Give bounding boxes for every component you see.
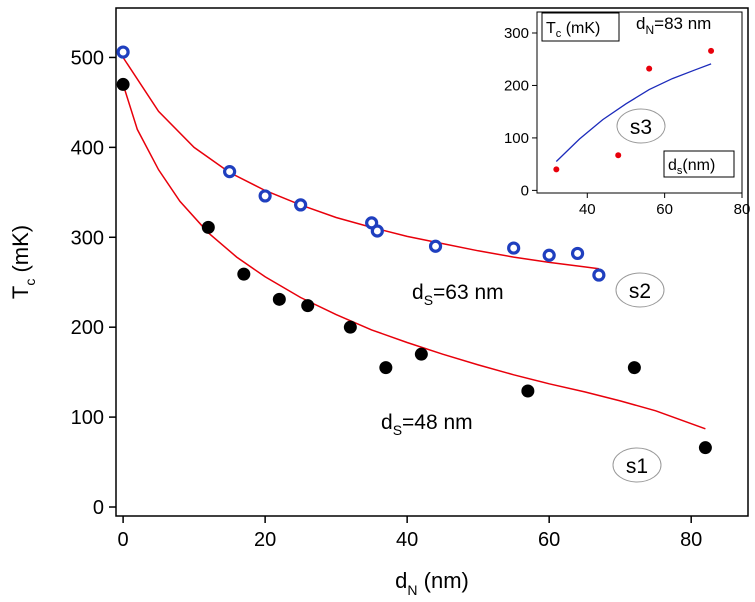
y-tick-label: 500 xyxy=(71,47,104,69)
data-point-s2 xyxy=(428,239,443,253)
inset-data-point xyxy=(708,47,715,54)
y-axis-title-sub: c xyxy=(22,279,38,286)
inset-x-title-sub: s xyxy=(677,165,683,177)
fit-curve-s1 xyxy=(122,84,706,430)
label-s1-ellipse xyxy=(612,447,662,483)
data-point-s2 xyxy=(570,246,585,261)
data-point-s2 xyxy=(116,45,130,59)
inset-y-title: Tc (mK) xyxy=(546,20,600,40)
data-point-s2 xyxy=(542,248,556,262)
label-s3-ellipse xyxy=(616,108,666,144)
inset-y-tick-label: 0 xyxy=(521,182,529,199)
data-point-s2 xyxy=(223,165,237,179)
x-tick-label: 20 xyxy=(254,529,276,551)
annotation-ds63-sub: S xyxy=(424,292,433,308)
y-tick-label: 200 xyxy=(71,317,104,339)
inset-title-sub: N xyxy=(645,23,654,37)
data-point-s1 xyxy=(627,361,641,375)
inset-y-tick-label: 100 xyxy=(504,130,529,147)
inset-data-point xyxy=(553,166,560,173)
data-point-s1 xyxy=(698,441,712,455)
inset-title-main: d xyxy=(636,14,645,33)
data-point-s1 xyxy=(414,347,428,361)
label-s1: s1 xyxy=(626,455,648,478)
y-axis-title-main: T xyxy=(8,286,33,299)
x-axis-title: dN (nm) xyxy=(395,568,469,598)
y-axis-title-unit: (mK) xyxy=(8,225,33,279)
inset-data-point xyxy=(615,152,622,159)
label-s2-ellipse xyxy=(615,272,665,308)
inset-fit-line xyxy=(555,63,712,162)
data-point-s2 xyxy=(507,241,521,255)
y-tick-label: 0 xyxy=(93,497,104,519)
x-axis-title-sub: N xyxy=(407,582,417,598)
label-s2: s2 xyxy=(629,280,651,303)
annotation-ds48: dS=48 nm xyxy=(381,411,473,438)
data-point-s2 xyxy=(294,198,308,212)
data-point-s1 xyxy=(521,384,535,398)
annotation-ds63-main: d xyxy=(412,281,424,304)
y-tick-label: 400 xyxy=(71,137,104,159)
inset-title-rest: =83 nm xyxy=(654,14,711,33)
x-axis-title-main: d xyxy=(395,568,407,593)
data-point-s1 xyxy=(343,320,357,334)
inset-x-tick-label: 80 xyxy=(734,201,751,218)
inset-y-title-sub: c xyxy=(556,28,562,40)
inset-fit-curve xyxy=(555,63,712,162)
annotation-ds63-rest: =63 nm xyxy=(433,281,504,304)
x-axis-title-unit: (nm) xyxy=(418,568,469,593)
inset-data-points xyxy=(553,47,715,173)
x-tick-label: 0 xyxy=(118,529,129,551)
inset-y-tick-label: 300 xyxy=(504,25,529,42)
data-point-s2 xyxy=(370,224,384,238)
data-point-s1 xyxy=(379,361,393,375)
y-tick-label: 100 xyxy=(71,407,104,429)
annotation-ds48-main: d xyxy=(381,411,393,434)
y-tick-label: 300 xyxy=(71,227,104,249)
data-point-s1 xyxy=(301,299,315,313)
inset-y-tick-label: 200 xyxy=(504,77,529,94)
inset-y-title-box xyxy=(541,12,620,42)
inset-x-title-main: d xyxy=(668,157,677,174)
inset-x-tick-label: 60 xyxy=(656,201,673,218)
x-tick-label: 60 xyxy=(538,529,560,551)
inset-x-tick-label: 40 xyxy=(579,201,596,218)
data-point-s1 xyxy=(237,267,251,281)
y-axis-title: Tc (mK) xyxy=(8,225,38,299)
inset-y-title-unit: (mK) xyxy=(561,20,600,37)
main-plot-frame xyxy=(115,7,749,517)
data-point-s1 xyxy=(201,220,215,234)
x-tick-label: 80 xyxy=(680,529,702,551)
data-point-s2 xyxy=(592,268,606,282)
annotation-ds63: dS=63 nm xyxy=(412,281,504,308)
inset-y-title-main: T xyxy=(546,20,556,37)
annotation-ds48-rest: =48 nm xyxy=(402,411,473,434)
annotation-ds48-sub: S xyxy=(393,422,402,438)
data-point-s1 xyxy=(116,77,130,91)
inset-x-title-box xyxy=(663,150,735,178)
inset-x-title: ds(nm) xyxy=(668,157,715,177)
label-s3: s3 xyxy=(630,116,652,139)
inset-ticks: 40 60 80 0 100 200 300 xyxy=(504,25,750,218)
inset-title: dN=83 nm xyxy=(636,14,711,37)
inset-x-title-unit: (nm) xyxy=(682,157,715,174)
data-point-s1 xyxy=(272,292,286,306)
x-tick-label: 40 xyxy=(396,529,418,551)
main-data-points xyxy=(116,45,712,455)
inset-data-point xyxy=(646,65,653,72)
data-point-s2 xyxy=(258,189,272,203)
